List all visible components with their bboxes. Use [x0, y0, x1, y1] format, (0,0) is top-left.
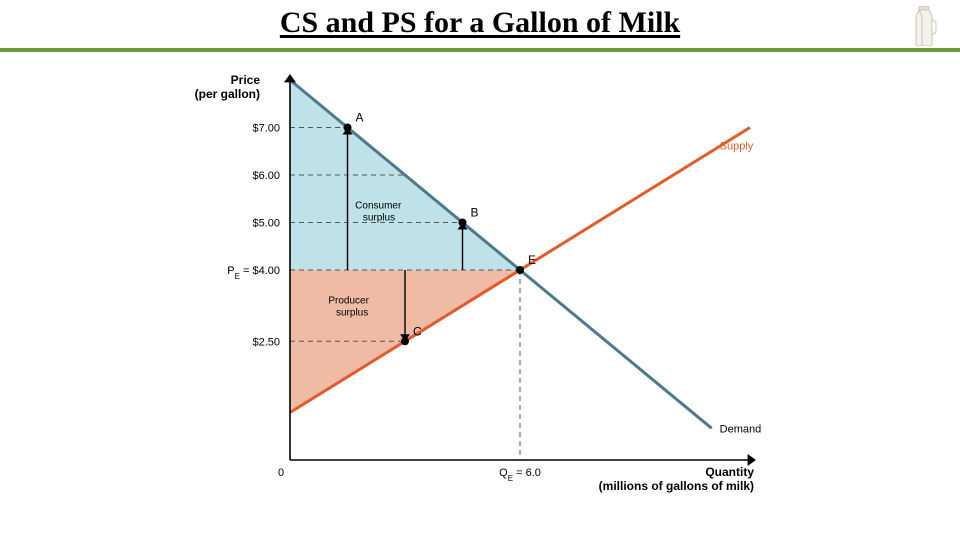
chart-point: [344, 124, 352, 132]
ps-label2: surplus: [336, 307, 368, 318]
milk-jug-icon: [910, 6, 938, 46]
supply-demand-chart: ABCE$7.00$6.00$5.00PE = $4.00$2.50Price(…: [0, 60, 960, 540]
y-tick-label-pe: PE = $4.00: [227, 265, 280, 281]
point-label: A: [356, 111, 364, 125]
y-axis-title2: (per gallon): [195, 87, 260, 101]
point-label: E: [528, 253, 536, 267]
point-label: B: [471, 206, 479, 220]
y-tick-label: $5.00: [252, 218, 280, 230]
ps-label: Producer: [328, 295, 369, 306]
title-underline-rule: [0, 48, 960, 52]
cs-label2: surplus: [363, 212, 395, 223]
demand-label: Demand: [720, 423, 762, 435]
chart-point: [459, 219, 467, 227]
y-tick-label: $6.00: [252, 170, 280, 182]
cs-label: Consumer: [355, 200, 402, 211]
point-label: C: [413, 324, 422, 338]
chart-container: ABCE$7.00$6.00$5.00PE = $4.00$2.50Price(…: [0, 60, 960, 540]
title-bar: CS and PS for a Gallon of Milk: [0, 0, 960, 60]
x-axis-title: Quantity: [705, 465, 754, 479]
x-axis-title2: (millions of gallons of milk): [599, 479, 754, 493]
page-title: CS and PS for a Gallon of Milk: [280, 6, 680, 40]
supply-label: Supply: [720, 140, 754, 152]
chart-point: [516, 266, 524, 274]
origin-label: 0: [278, 467, 284, 479]
x-tick-label-qe: QE = 6.0: [499, 467, 541, 483]
chart-point: [401, 337, 409, 345]
y-tick-label: $2.50: [252, 336, 280, 348]
y-tick-label: $7.00: [252, 123, 280, 135]
y-axis-title: Price: [231, 73, 261, 87]
